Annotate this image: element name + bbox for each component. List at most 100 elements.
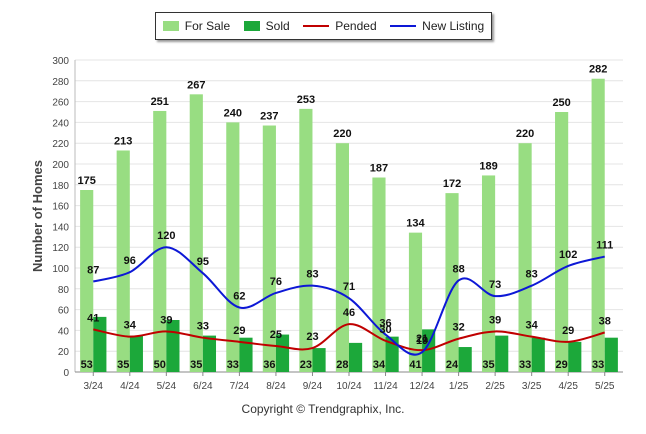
bar-for-sale xyxy=(189,94,203,372)
x-tick-label: 11/24 xyxy=(373,381,398,392)
data-label-new-listing: 83 xyxy=(306,269,318,281)
data-label-sold: 33 xyxy=(592,359,604,371)
bar-sold xyxy=(604,337,618,372)
y-tick-label: 140 xyxy=(52,222,69,233)
data-label-for-sale: 134 xyxy=(406,218,425,230)
data-label-new-listing: 19 xyxy=(416,335,428,347)
legend-label-new-listing: New Listing xyxy=(422,19,485,33)
data-label-pended: 34 xyxy=(124,320,137,332)
data-label-new-listing: 76 xyxy=(270,276,282,288)
bar-for-sale xyxy=(226,122,240,373)
bar-for-sale xyxy=(335,143,349,372)
y-tick-label: 100 xyxy=(52,264,69,275)
bar-sold xyxy=(385,336,399,372)
x-tick-label: 7/24 xyxy=(230,381,250,392)
data-label-pended: 46 xyxy=(343,307,355,319)
data-label-for-sale: 189 xyxy=(479,160,497,172)
legend-label-sold: Sold xyxy=(265,19,290,33)
x-tick-label: 10/24 xyxy=(336,381,361,392)
legend-pended[interactable]: Pended xyxy=(303,19,377,33)
legend-for-sale[interactable]: For Sale xyxy=(162,19,230,33)
data-label-pended: 32 xyxy=(452,322,464,334)
data-label-sold: 23 xyxy=(300,359,312,371)
legend-sold[interactable]: Sold xyxy=(243,19,290,33)
data-label-sold: 35 xyxy=(190,359,202,371)
data-label-pended: 39 xyxy=(160,314,172,326)
bar-sold xyxy=(495,335,509,372)
x-tick-label: 6/24 xyxy=(193,381,213,392)
bar-for-sale xyxy=(591,78,605,372)
data-label-new-listing: 88 xyxy=(452,263,464,275)
bar-sold xyxy=(312,348,326,372)
y-tick-label: 80 xyxy=(58,285,70,296)
x-tick-label: 12/24 xyxy=(410,381,435,392)
bar-for-sale xyxy=(518,143,532,372)
data-label-pended: 29 xyxy=(562,325,574,337)
bar-sold xyxy=(422,329,436,372)
bar-for-sale xyxy=(481,175,496,372)
data-label-pended: 30 xyxy=(379,324,391,336)
data-label-for-sale: 240 xyxy=(224,107,242,119)
data-label-pended: 33 xyxy=(197,321,209,333)
data-label-new-listing: 83 xyxy=(526,269,538,281)
legend-label-pended: Pended xyxy=(335,19,377,33)
data-label-for-sale: 220 xyxy=(333,128,351,140)
bar-sold xyxy=(93,316,107,372)
bar-sold xyxy=(202,335,217,372)
bar-sold xyxy=(239,337,253,372)
data-label-sold: 33 xyxy=(519,359,531,371)
data-label-new-listing: 73 xyxy=(489,279,501,291)
data-label-new-listing: 71 xyxy=(343,281,355,293)
x-tick-label: 3/24 xyxy=(84,381,104,392)
bar-for-sale xyxy=(408,232,423,372)
x-tick-label: 9/24 xyxy=(303,381,323,392)
y-tick-label: 160 xyxy=(52,202,69,213)
y-tick-label: 260 xyxy=(52,98,69,109)
chart-legend: For Sale Sold Pended New Listing xyxy=(155,12,492,40)
data-label-sold: 33 xyxy=(227,359,239,371)
data-label-new-listing: 96 xyxy=(124,255,136,267)
data-label-sold: 35 xyxy=(117,359,129,371)
data-label-new-listing: 120 xyxy=(157,230,175,242)
data-label-sold: 24 xyxy=(446,359,459,371)
data-label-new-listing: 87 xyxy=(87,265,99,277)
y-axis-title: Number of Homes xyxy=(30,160,45,272)
bar-sold xyxy=(531,337,545,372)
bar-sold xyxy=(458,347,472,372)
data-label-new-listing: 95 xyxy=(197,256,209,268)
bar-sold xyxy=(568,341,582,372)
bar-for-sale xyxy=(262,125,276,373)
legend-swatch-new-listing xyxy=(390,25,417,27)
y-tick-label: 40 xyxy=(58,326,70,337)
data-label-pended: 34 xyxy=(526,320,539,332)
data-label-sold: 41 xyxy=(409,359,421,371)
data-label-sold: 35 xyxy=(482,359,494,371)
data-label-for-sale: 237 xyxy=(260,111,278,123)
bar-for-sale xyxy=(555,112,569,372)
data-label-pended: 38 xyxy=(599,315,611,327)
x-tick-label: 5/24 xyxy=(157,381,177,392)
data-label-for-sale: 220 xyxy=(516,128,534,140)
legend-new-listing[interactable]: New Listing xyxy=(390,19,484,33)
data-label-new-listing: 62 xyxy=(233,291,245,303)
data-label-pended: 25 xyxy=(270,329,282,341)
data-label-pended: 23 xyxy=(306,331,318,343)
bar-for-sale xyxy=(372,177,386,372)
data-label-sold: 29 xyxy=(555,359,567,371)
y-tick-label: 200 xyxy=(52,160,69,171)
data-label-sold: 28 xyxy=(336,359,348,371)
x-tick-label: 4/24 xyxy=(120,381,140,392)
bar-for-sale xyxy=(445,193,459,372)
data-label-for-sale: 175 xyxy=(78,175,96,187)
data-label-sold: 50 xyxy=(154,359,166,371)
y-tick-label: 280 xyxy=(52,77,69,88)
y-tick-label: 180 xyxy=(52,181,69,192)
data-label-sold: 53 xyxy=(81,359,93,371)
data-label-sold: 36 xyxy=(263,359,275,371)
bar-sold xyxy=(129,335,143,372)
y-tick-label: 300 xyxy=(52,56,69,67)
y-tick-label: 220 xyxy=(52,139,69,150)
legend-swatch-sold xyxy=(243,21,260,31)
legend-swatch-for-sale xyxy=(162,21,179,31)
data-label-for-sale: 253 xyxy=(297,94,315,106)
